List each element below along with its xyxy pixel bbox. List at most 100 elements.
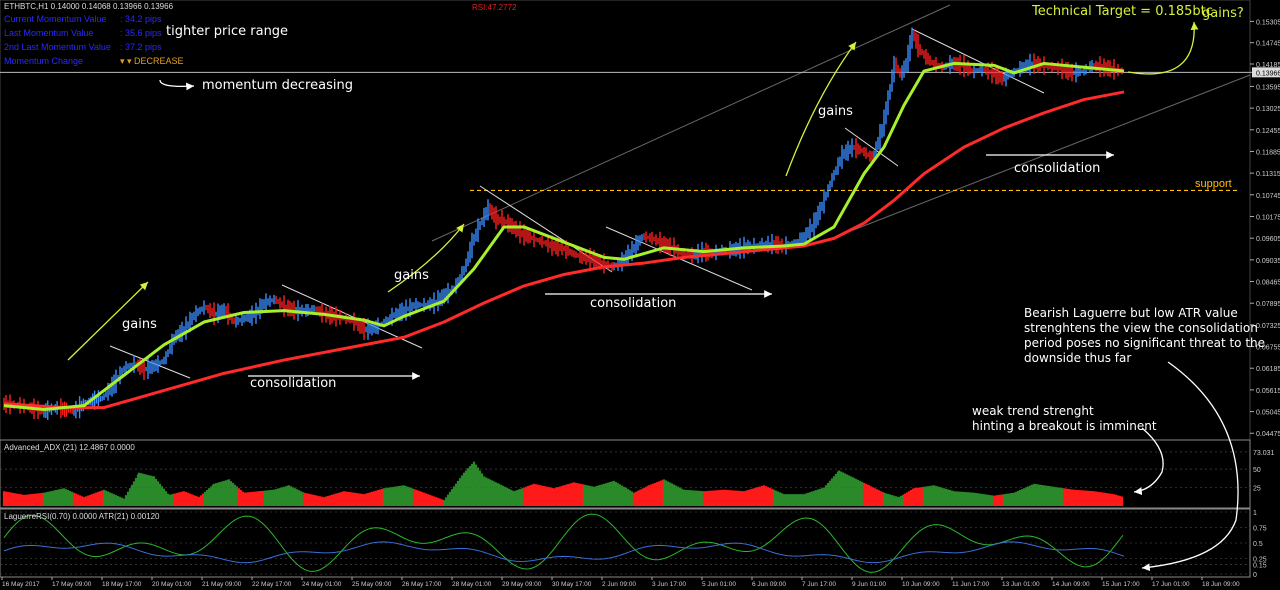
adx-tick-label: 25 (1253, 486, 1261, 493)
time-tick-label: 21 May 09:00 (202, 581, 242, 588)
time-tick-label: 28 May 01:00 (452, 581, 492, 588)
time-tick-label: 29 May 09:00 (502, 581, 542, 588)
time-tick-label: 24 May 01:00 (302, 581, 342, 588)
weak-trend-arrow (1133, 427, 1164, 496)
price-tick-label: 0.10175 (1256, 214, 1280, 221)
annotation-bearish-1: Bearish Laguerre but low ATR value (1024, 306, 1238, 320)
price-tick-label: 0.07895 (1256, 301, 1280, 308)
trend-line (911, 28, 1045, 94)
time-tick-label: 11 Jun 17:00 (952, 581, 989, 588)
time-tick-label: 7 Jun 17:00 (802, 581, 836, 588)
price-tick-label: 0.09035 (1256, 258, 1280, 265)
gains-arrow-1 (67, 281, 149, 361)
time-tick-label: 30 May 17:00 (552, 581, 592, 588)
momentum-change-value: ▾ ▾ DECREASE (120, 56, 184, 66)
price-tick-label: 0.08465 (1256, 280, 1280, 287)
time-tick-label: 13 Jun 01:00 (1002, 581, 1040, 588)
adx-title: Advanced_ADX (21) 12.4867 0.0000 (4, 443, 135, 452)
time-tick-label: 25 May 09:00 (352, 581, 392, 588)
price-tick-label: 0.13966 (1256, 70, 1280, 77)
adx-tick-label: 73.031 (1253, 450, 1275, 457)
momentum-row-current: Current Momentum Value : 34.2 pips (4, 14, 162, 24)
laguerre-layer: 1 0.75 0.5 0.250.15 0 (0, 510, 1267, 579)
laguerre-tick-label: 0.5 (1253, 541, 1263, 548)
momentum-value: : 34.2 pips (120, 14, 162, 24)
time-tick-label: 6 Jun 09:00 (752, 581, 786, 588)
momentum-label: Momentum Change (4, 56, 84, 66)
adx-tick-label: 50 (1253, 467, 1261, 474)
price-tick-label: 0.14185 (1256, 62, 1280, 69)
momentum-row-last: Last Momentum Value : 35.6 pips (4, 28, 162, 38)
annotation-consolidation-3: consolidation (1014, 161, 1101, 176)
momentum-label: Last Momentum Value (4, 28, 94, 38)
price-tick-label: 0.12455 (1256, 128, 1280, 135)
annotation-technical-target: Technical Target = 0.185btc (1032, 4, 1213, 19)
price-tick-label: 0.05045 (1256, 410, 1280, 417)
time-tick-label: 26 May 17:00 (402, 581, 442, 588)
annotation-weak-trend-1: weak trend strenght (972, 404, 1094, 418)
laguerre-tick-label: 0 (1253, 572, 1257, 579)
gains-question-arrow (1127, 21, 1199, 75)
annotation-gains-2: gains (394, 268, 429, 283)
time-tick-label: 3 Jun 17:00 (652, 581, 686, 588)
price-tick-label: 0.13595 (1256, 84, 1280, 91)
price-tick-label: 0.04475 (1256, 431, 1280, 438)
price-tick-label: 0.11315 (1256, 171, 1280, 178)
time-tick-label: 10 Jun 09:00 (902, 581, 940, 588)
trend-line (844, 127, 899, 167)
momentum-value: : 37.2 pips (120, 42, 162, 52)
momentum-label: 2nd Last Momentum Value (4, 42, 111, 52)
rsi-label: RSI:47.2772 (472, 3, 517, 12)
main-panel-frame (0, 0, 1251, 441)
annotation-bearish-2: strenghtens the view the consolidation (1024, 321, 1258, 335)
price-tick-label: 0.09605 (1256, 236, 1280, 243)
current-price-tag (1252, 67, 1280, 78)
time-tick-label: 17 May 09:00 (52, 581, 92, 588)
momentum-value: : 35.6 pips (120, 28, 162, 38)
annotation-arrows (67, 21, 1239, 572)
price-tick-label: 0.10745 (1256, 193, 1280, 200)
time-tick-label: 2 Jun 09:00 (602, 581, 636, 588)
bearish-arrow (1141, 361, 1239, 572)
price-tick-label: 0.15305 (1256, 19, 1280, 26)
laguerre-tick-label: 0.15 (1253, 563, 1267, 570)
time-tick-label: 15 Jun 17:00 (1102, 581, 1140, 588)
annotation-weak-trend-2: hinting a breakout is imminent (972, 419, 1157, 433)
time-tick-label: 22 May 17:00 (252, 581, 292, 588)
momentum-row-2nd-last: 2nd Last Momentum Value : 37.2 pips (4, 42, 162, 52)
gains-arrow-3 (785, 41, 857, 177)
time-tick-label: 5 Jun 01:00 (702, 581, 736, 588)
momentum-label: Current Momentum Value (4, 14, 107, 24)
laguerre-title: LaguerreRSI(0.70) 0.0000 ATR(21) 0.00120 (4, 512, 160, 521)
annotation-gains-question: gains? (1202, 6, 1244, 21)
annotation-momentum-decreasing: momentum decreasing (202, 78, 353, 93)
price-tick-label: 0.05615 (1256, 388, 1280, 395)
slow-ma-line (3, 90, 1125, 410)
time-tick-label: 20 May 01:00 (152, 581, 192, 588)
momentum-row-change: Momentum Change ▾ ▾ DECREASE (4, 56, 184, 66)
channel-upper-line (431, 4, 951, 242)
atr-line (3, 541, 1125, 564)
channel-lower-line (819, 74, 1251, 244)
time-tick-label: 14 Jun 09:00 (1052, 581, 1090, 588)
time-tick-label: 18 May 17:00 (102, 581, 142, 588)
price-tick-label: 0.13025 (1256, 106, 1280, 113)
momentum-arrow (159, 79, 195, 91)
fast-ma-line (3, 61, 1125, 411)
annotation-consolidation-2: consolidation (590, 296, 677, 311)
laguerre-line (3, 513, 1124, 573)
price-tick-label: 0.06185 (1256, 366, 1280, 373)
trend-channel (0, 4, 1251, 379)
price-tick-label: 0.11885 (1256, 149, 1280, 156)
symbol-line: ETHBTC,H1 0.14000 0.14068 0.13966 0.1396… (4, 2, 174, 11)
annotation-gains-3: gains (818, 104, 853, 119)
time-tick-label: 18 Jun 09:00 (1202, 581, 1240, 588)
price-tick-label: 0.14745 (1256, 41, 1280, 48)
price-tick-label: 0.07325 (1256, 323, 1280, 330)
annotation-tighter-range: tighter price range (166, 24, 289, 39)
annotation-bearish-4: downside thus far (1024, 351, 1132, 365)
gains-arrow-2 (387, 223, 465, 293)
